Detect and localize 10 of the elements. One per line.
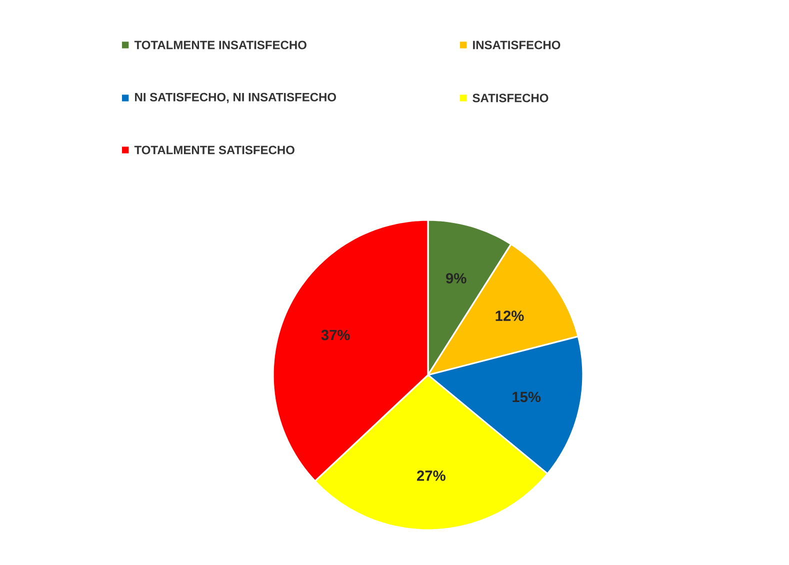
- legend-label: INSATISFECHO: [473, 40, 560, 50]
- legend-label: NI SATISFECHO, NI INSATISFECHO: [135, 92, 336, 104]
- legend-label: SATISFECHO: [472, 94, 548, 102]
- data-label: 37%: [321, 330, 350, 340]
- legend-label: TOTALMENTE SATISFECHO: [134, 146, 294, 154]
- data-label: 12%: [496, 310, 524, 321]
- legend-label: TOTALMENTE INSATISFECHO: [134, 40, 306, 50]
- data-label: 9%: [446, 273, 466, 284]
- data-label: 15%: [512, 392, 541, 402]
- data-label: 27%: [416, 470, 446, 481]
